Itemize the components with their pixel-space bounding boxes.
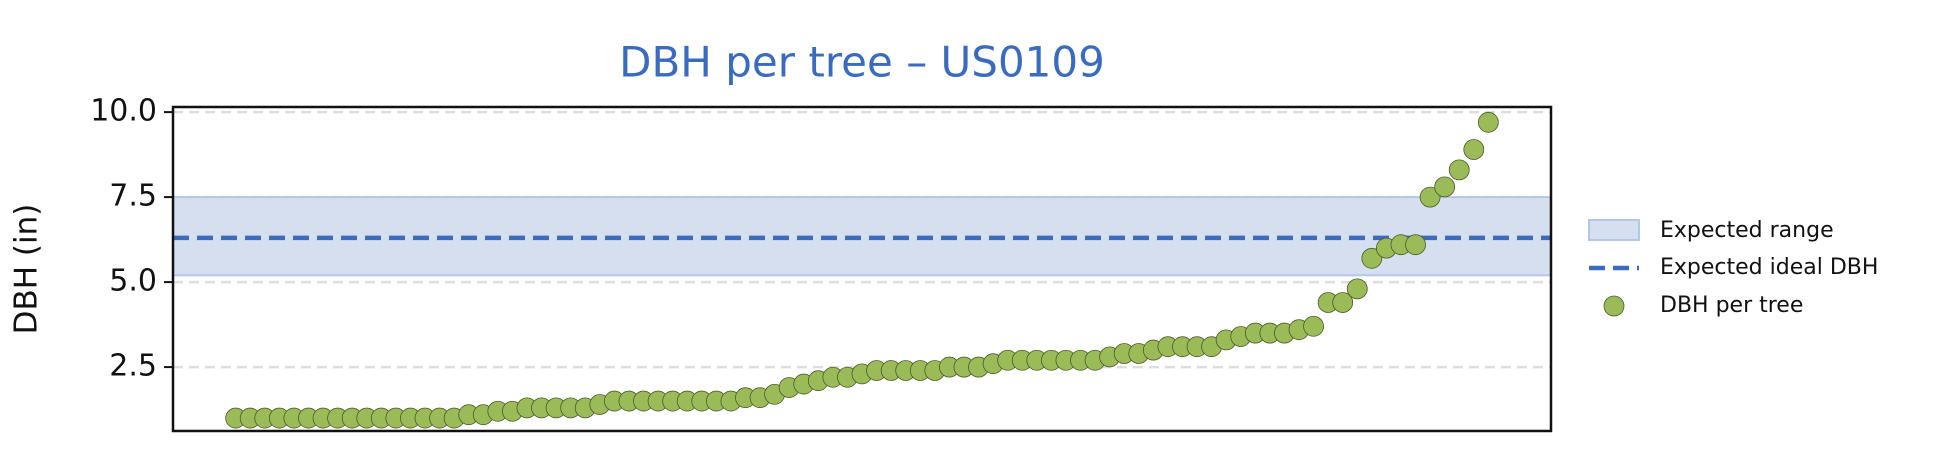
data-point xyxy=(1463,139,1485,160)
legend-label: Expected range xyxy=(1660,218,1834,243)
data-point xyxy=(1303,315,1324,337)
plot-frame xyxy=(171,105,1553,433)
data-point xyxy=(1448,159,1470,181)
chart-title: DBH per tree – US0109 xyxy=(619,38,1105,87)
data-point xyxy=(1405,234,1426,256)
data-point xyxy=(1477,111,1499,133)
y-tick-label: 7.5 xyxy=(109,179,157,214)
y-tick-label: 5.0 xyxy=(109,264,157,299)
data-point xyxy=(1346,278,1368,300)
y-tick-label: 2.5 xyxy=(109,349,157,384)
data-point xyxy=(1332,292,1354,313)
y-tick-label: 10.0 xyxy=(90,94,157,129)
legend-label: DBH per tree xyxy=(1660,293,1803,318)
y-axis-label: DBH (in) xyxy=(9,204,45,335)
legend-swatch xyxy=(1603,295,1625,317)
data-point xyxy=(1361,247,1383,269)
data-point xyxy=(1434,176,1456,198)
data-point xyxy=(1419,186,1441,208)
legend-label: Expected ideal DBH xyxy=(1660,255,1878,280)
legend-swatch xyxy=(1588,219,1640,241)
